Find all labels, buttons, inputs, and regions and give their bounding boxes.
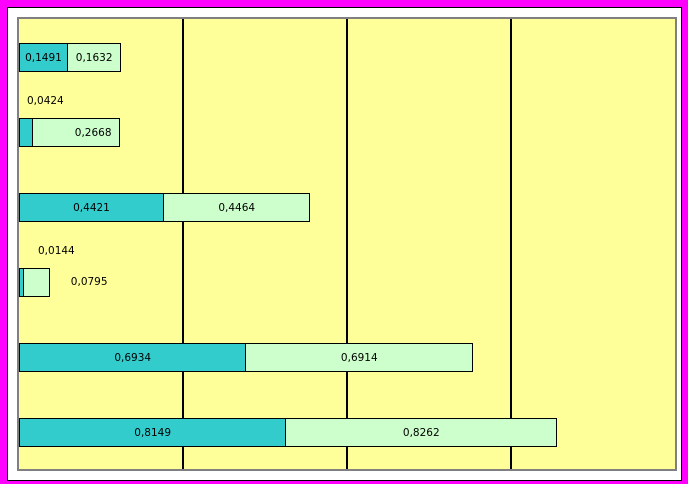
bar-segment-series-2: 0,1632 bbox=[66, 43, 122, 72]
bar-value-label: 0,1491 bbox=[25, 51, 62, 64]
bar-value-label: 0,6934 bbox=[114, 351, 152, 364]
bar-row: 0,0424 0,2668 bbox=[19, 94, 675, 169]
plot-inner: 0,1491 0,1632 0,0424 0,2668 0,4421 0,4464 0,01… bbox=[19, 19, 675, 469]
bar-value-label: 0,8149 bbox=[134, 426, 172, 439]
gridline bbox=[182, 19, 184, 469]
bar-row: 0,6934 0,6914 bbox=[19, 319, 675, 394]
bar-value-label: 0,0795 bbox=[70, 276, 108, 288]
bar-value-label: 0,8262 bbox=[402, 426, 440, 439]
bar-value-label: 0,4464 bbox=[218, 201, 256, 214]
bar-row: 0,1491 0,1632 bbox=[19, 19, 675, 94]
gridline bbox=[510, 19, 512, 469]
bar-row: 0,0144 0,0795 bbox=[19, 244, 675, 319]
chart-canvas: 0,1491 0,1632 0,0424 0,2668 0,4421 0,4464 0,01… bbox=[7, 7, 682, 481]
bar-row: 0,4421 0,4464 bbox=[19, 169, 675, 244]
bar-segment-series-1 bbox=[19, 118, 33, 147]
bar-value-label: 0,2668 bbox=[74, 126, 112, 139]
plot-area: 0,1491 0,1632 0,0424 0,2668 0,4421 0,4464 0,01… bbox=[17, 17, 677, 471]
bar-segment-series-1: 0,6934 bbox=[19, 343, 247, 372]
bar-segment-series-1: 0,8149 bbox=[19, 418, 287, 447]
bar-value-label: 0,0144 bbox=[38, 245, 75, 257]
bar-segment-series-2: 0,2668 bbox=[31, 118, 121, 147]
bar-value-label: 0,1632 bbox=[75, 51, 113, 64]
bar-row: 0,8149 0,8262 bbox=[19, 394, 675, 469]
gridline bbox=[346, 19, 348, 469]
bar-segment-series-2: 0,6914 bbox=[245, 343, 474, 372]
bar-segment-series-1: 0,4421 bbox=[19, 193, 164, 222]
bar-value-label: 0,4421 bbox=[73, 201, 110, 214]
bar-value-label: 0,6914 bbox=[340, 351, 378, 364]
bar-segment-series-1: 0,1491 bbox=[19, 43, 68, 72]
bar-segment-series-2 bbox=[22, 268, 50, 297]
bar-segment-series-2: 0,4464 bbox=[163, 193, 311, 222]
bar-segment-series-2: 0,8262 bbox=[285, 418, 558, 447]
bar-value-label: 0,0424 bbox=[27, 95, 64, 107]
